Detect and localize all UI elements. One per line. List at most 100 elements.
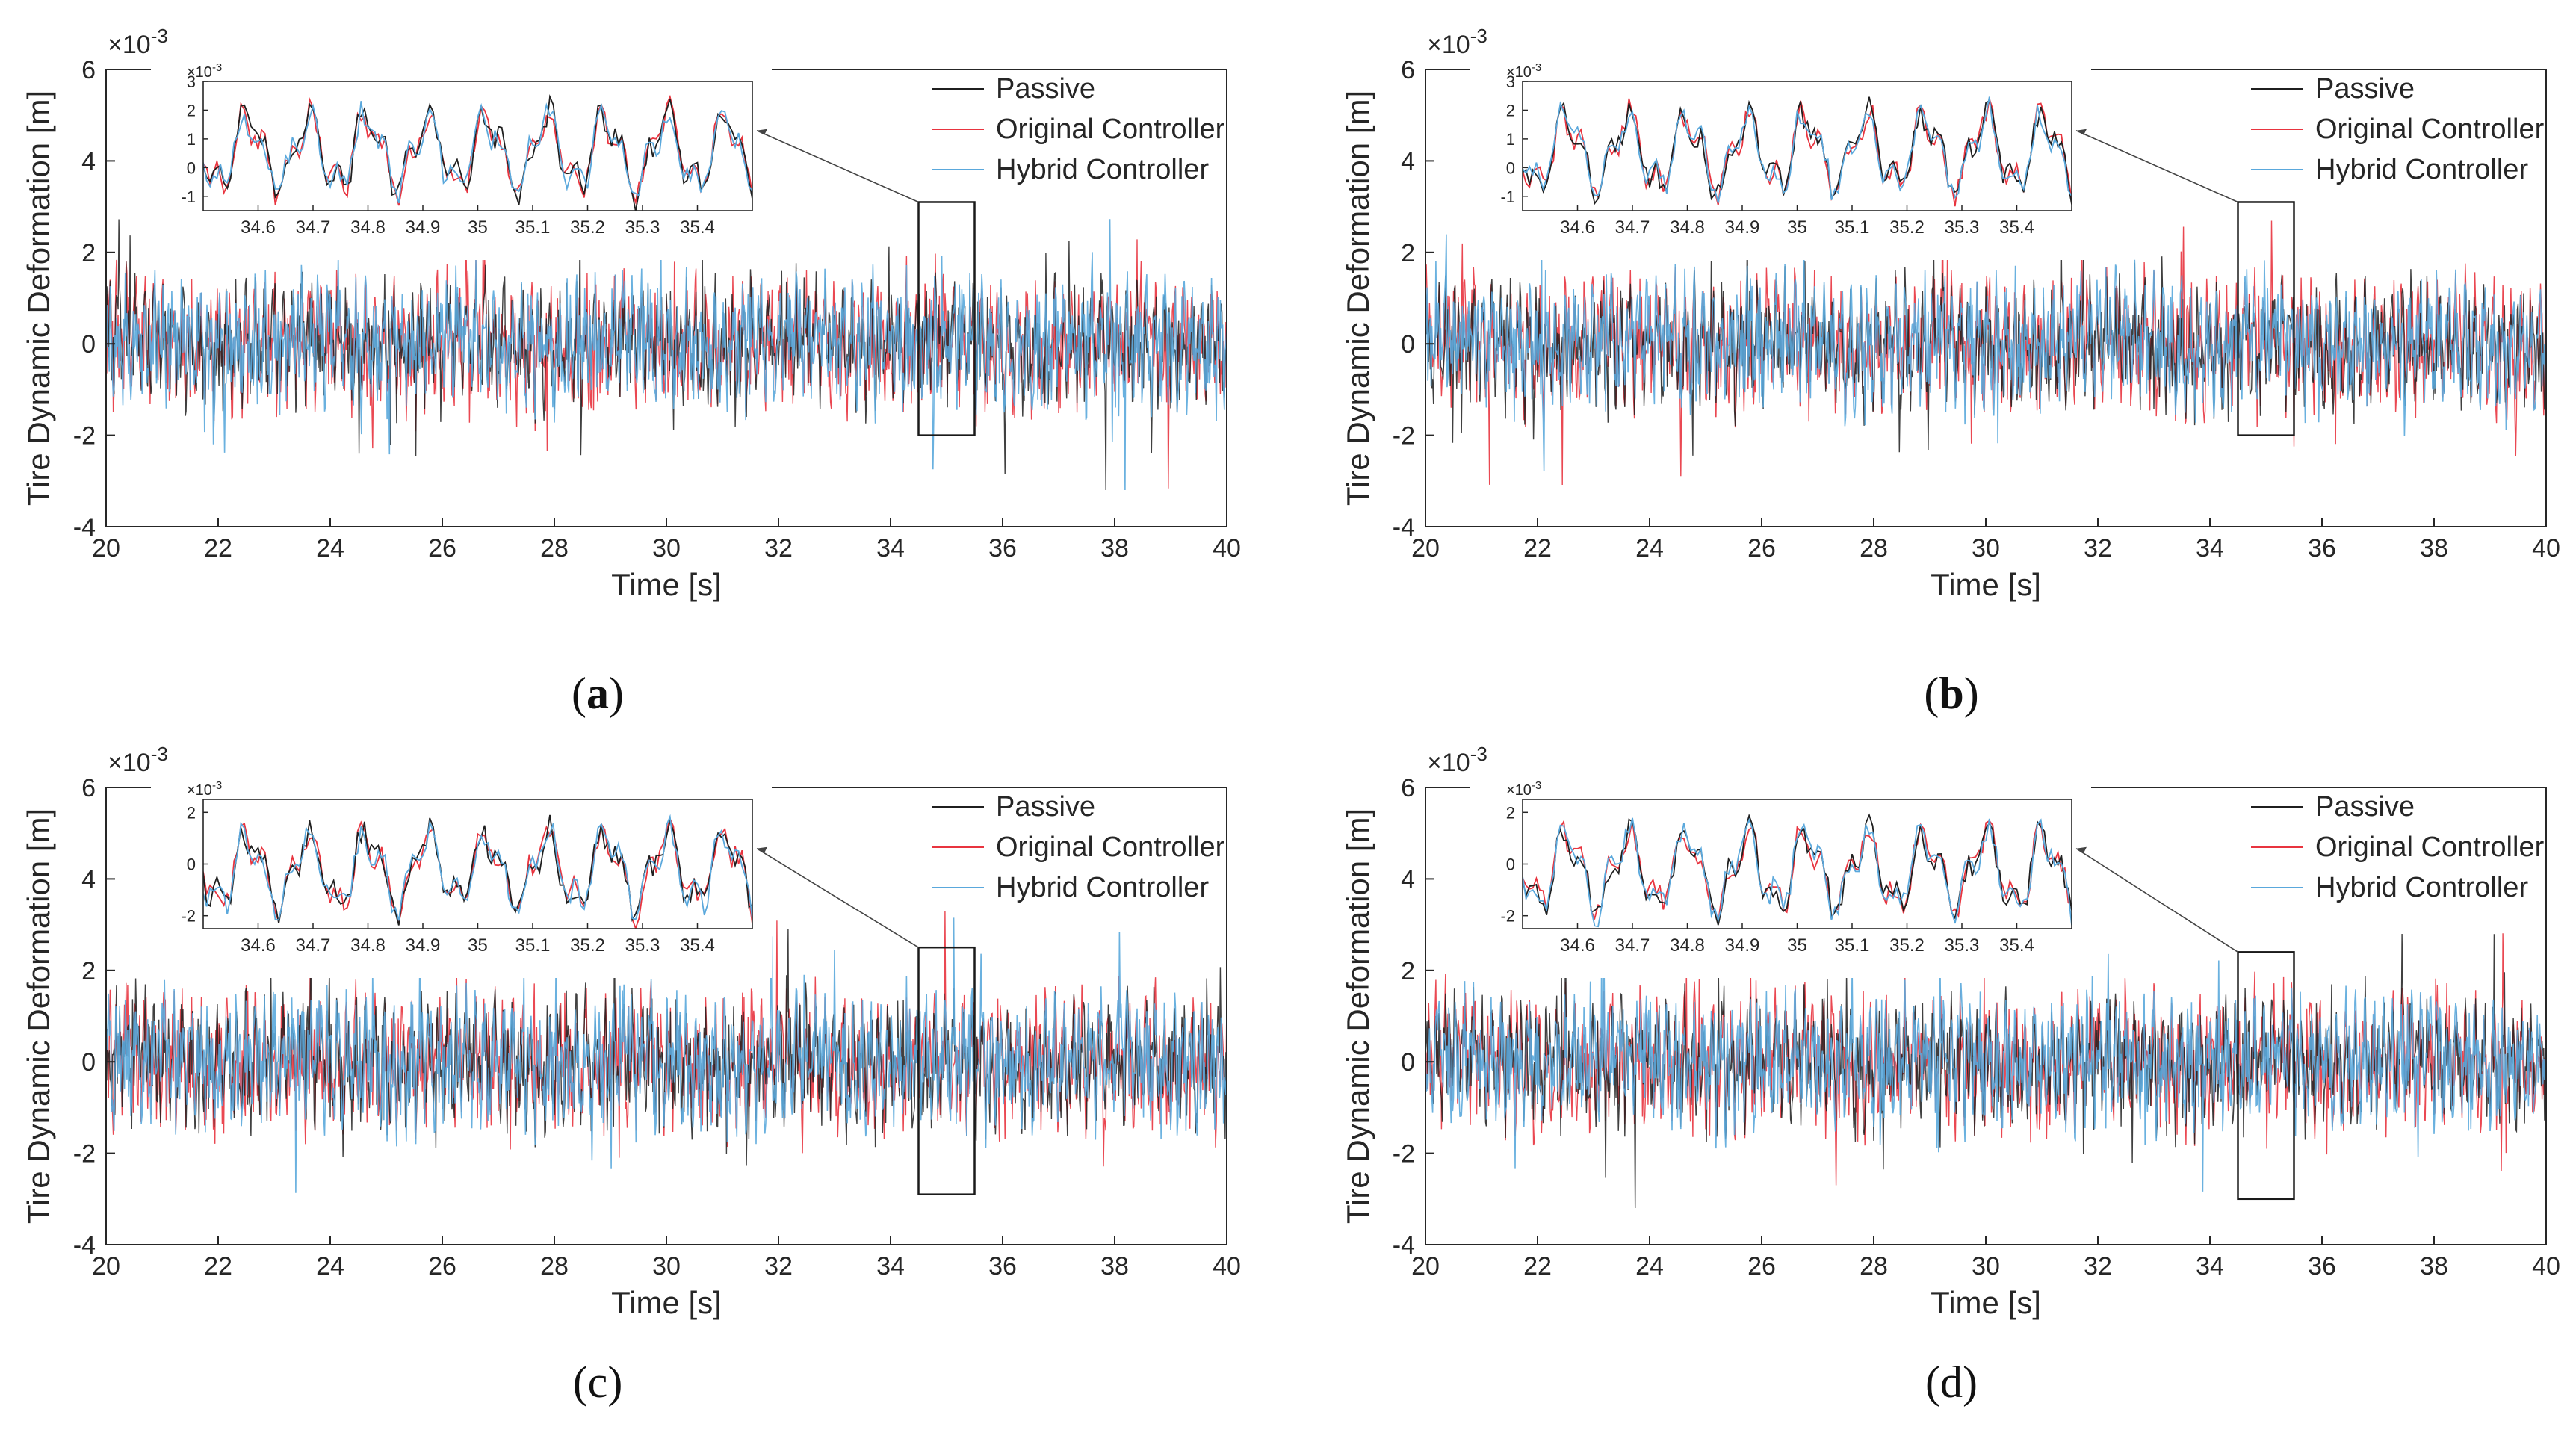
inset-scale-label: ×10-3 bbox=[1506, 779, 1541, 799]
inset-scale-exponent: -3 bbox=[1532, 61, 1541, 74]
x-tick-label: 24 bbox=[1635, 534, 1664, 563]
y-tick-label: 6 bbox=[1401, 774, 1415, 802]
zoom-connector-line bbox=[756, 848, 919, 948]
inset-x-tick-label: 35.2 bbox=[1889, 935, 1925, 956]
series-line-hybrid-controller bbox=[106, 917, 1227, 1193]
zoom-connector-line bbox=[2075, 848, 2238, 953]
legend-label: Original Controller bbox=[2315, 832, 2545, 863]
legend-label: Passive bbox=[996, 73, 1095, 105]
caption-letter: a bbox=[586, 669, 609, 718]
inset-x-tick-label: 34.7 bbox=[1615, 935, 1650, 956]
inset-x-tick-label: 34.8 bbox=[1670, 217, 1705, 238]
x-tick-label: 36 bbox=[2308, 1252, 2336, 1281]
x-axis-label: Time [s] bbox=[1931, 567, 2041, 602]
inset-x-tick-label: 35.4 bbox=[680, 935, 715, 956]
caption-letter: b bbox=[1939, 669, 1963, 718]
y-tick-label: 2 bbox=[1401, 957, 1415, 985]
x-tick-label: 34 bbox=[876, 534, 905, 563]
inset-background bbox=[151, 765, 772, 978]
y-scale-label: ×10-3 bbox=[108, 743, 168, 777]
x-tick-label: 26 bbox=[428, 1252, 456, 1281]
inset-x-tick-label: 34.6 bbox=[1560, 217, 1595, 238]
y-tick-label: -4 bbox=[1393, 1231, 1415, 1260]
zoom-region-box bbox=[917, 201, 976, 436]
legend-label: Passive bbox=[2315, 791, 2415, 823]
inset-x-tick-label: 35 bbox=[468, 935, 488, 956]
x-tick-label: 38 bbox=[1100, 1252, 1129, 1281]
legend-label: Hybrid Controller bbox=[996, 872, 1209, 903]
panel-caption: (b) bbox=[1924, 669, 1978, 718]
y-tick-label: 0 bbox=[81, 1048, 96, 1077]
y-tick-label: 4 bbox=[1401, 865, 1415, 894]
inset-series-line bbox=[203, 817, 752, 929]
x-tick-label: 20 bbox=[92, 534, 120, 563]
caption-open: ( bbox=[1924, 669, 1939, 718]
zoom-region-box bbox=[917, 946, 976, 1195]
y-scale-exponent: -3 bbox=[1470, 743, 1487, 765]
series-line-hybrid-controller bbox=[1425, 941, 2546, 1192]
x-tick-label: 40 bbox=[2532, 1252, 2560, 1281]
zoom-connector-arrowhead bbox=[2076, 129, 2087, 135]
x-tick-label: 34 bbox=[876, 1252, 905, 1281]
inset-x-tick-label: 34.7 bbox=[1615, 217, 1650, 238]
inset-x-tick-label: 35.2 bbox=[1889, 217, 1925, 238]
x-tick-label: 34 bbox=[2196, 534, 2224, 563]
x-tick-label: 32 bbox=[2084, 1252, 2112, 1281]
y-tick-label: -2 bbox=[1393, 422, 1415, 451]
inset-scale-exponent: -3 bbox=[212, 779, 222, 792]
inset-x-tick-label: 34.7 bbox=[296, 935, 331, 956]
inset-x-tick-label: 34.8 bbox=[350, 935, 386, 956]
inset-background bbox=[1470, 47, 2091, 260]
x-tick-label: 38 bbox=[1100, 534, 1129, 563]
inset-background bbox=[1470, 765, 2091, 978]
x-tick-label: 22 bbox=[1523, 534, 1552, 563]
caption-open: ( bbox=[572, 669, 586, 718]
zoom-region-box bbox=[2237, 201, 2295, 436]
inset-x-tick-label: 35.4 bbox=[1999, 217, 2034, 238]
inset-series-line bbox=[203, 814, 752, 921]
y-tick-label: 4 bbox=[81, 147, 96, 176]
inset-x-tick-label: 34.9 bbox=[406, 217, 441, 238]
inset-x-tick-label: 35.3 bbox=[1945, 935, 1980, 956]
inset-x-tick-label: 35.1 bbox=[1835, 217, 1870, 238]
x-tick-label: 40 bbox=[1213, 534, 1241, 563]
x-tick-label: 24 bbox=[316, 1252, 344, 1281]
caption-close: ) bbox=[1964, 669, 1979, 718]
panel-b: 20 22 24 26 28 30 32 34 36 38 40-4-20246×10-3Time … bbox=[1340, 25, 2560, 602]
caption-close: ) bbox=[609, 669, 624, 718]
zoom-connector-line bbox=[2075, 130, 2238, 203]
y-tick-label: -2 bbox=[73, 422, 96, 451]
x-tick-label: 30 bbox=[652, 1252, 681, 1281]
caption-open: ( bbox=[573, 1358, 588, 1407]
y-tick-label: -4 bbox=[73, 1231, 96, 1260]
inset-x-tick-label: 34.9 bbox=[1725, 217, 1760, 238]
x-tick-label: 36 bbox=[988, 534, 1017, 563]
x-tick-label: 40 bbox=[2532, 534, 2560, 563]
zoom-region-box bbox=[2237, 951, 2295, 1201]
inset-series-line bbox=[1523, 817, 2072, 928]
x-axis-label: Time [s] bbox=[611, 567, 722, 602]
y-tick-label: 6 bbox=[81, 56, 96, 84]
caption-open: ( bbox=[1925, 1358, 1940, 1407]
series-line-hybrid-controller bbox=[106, 217, 1227, 491]
inset-x-tick-label: 35.1 bbox=[515, 935, 551, 956]
x-tick-label: 36 bbox=[2308, 534, 2336, 563]
zoom-connector-arrowhead bbox=[757, 846, 767, 853]
y-tick-label: 6 bbox=[81, 774, 96, 802]
x-tick-label: 22 bbox=[204, 1252, 232, 1281]
inset-x-tick-label: 34.6 bbox=[1560, 935, 1595, 956]
caption-letter: c bbox=[588, 1358, 608, 1407]
inset-y-tick-label: 3 bbox=[187, 72, 196, 91]
inset-x-tick-label: 34.8 bbox=[350, 217, 386, 238]
panel-caption: (c) bbox=[573, 1358, 623, 1407]
x-tick-label: 30 bbox=[1972, 534, 2000, 563]
inset-x-tick-label: 35.3 bbox=[1945, 217, 1980, 238]
inset-y-tick-label: 0 bbox=[1506, 855, 1515, 874]
legend-label: Original Controller bbox=[996, 832, 1225, 863]
y-tick-label: 2 bbox=[81, 239, 96, 267]
inset-y-tick-label: -2 bbox=[1500, 907, 1515, 926]
panel-caption: (d) bbox=[1925, 1358, 1978, 1407]
panel-a: 20 22 24 26 28 30 32 34 36 38 40-4-20246×10-3Time … bbox=[21, 25, 1241, 602]
